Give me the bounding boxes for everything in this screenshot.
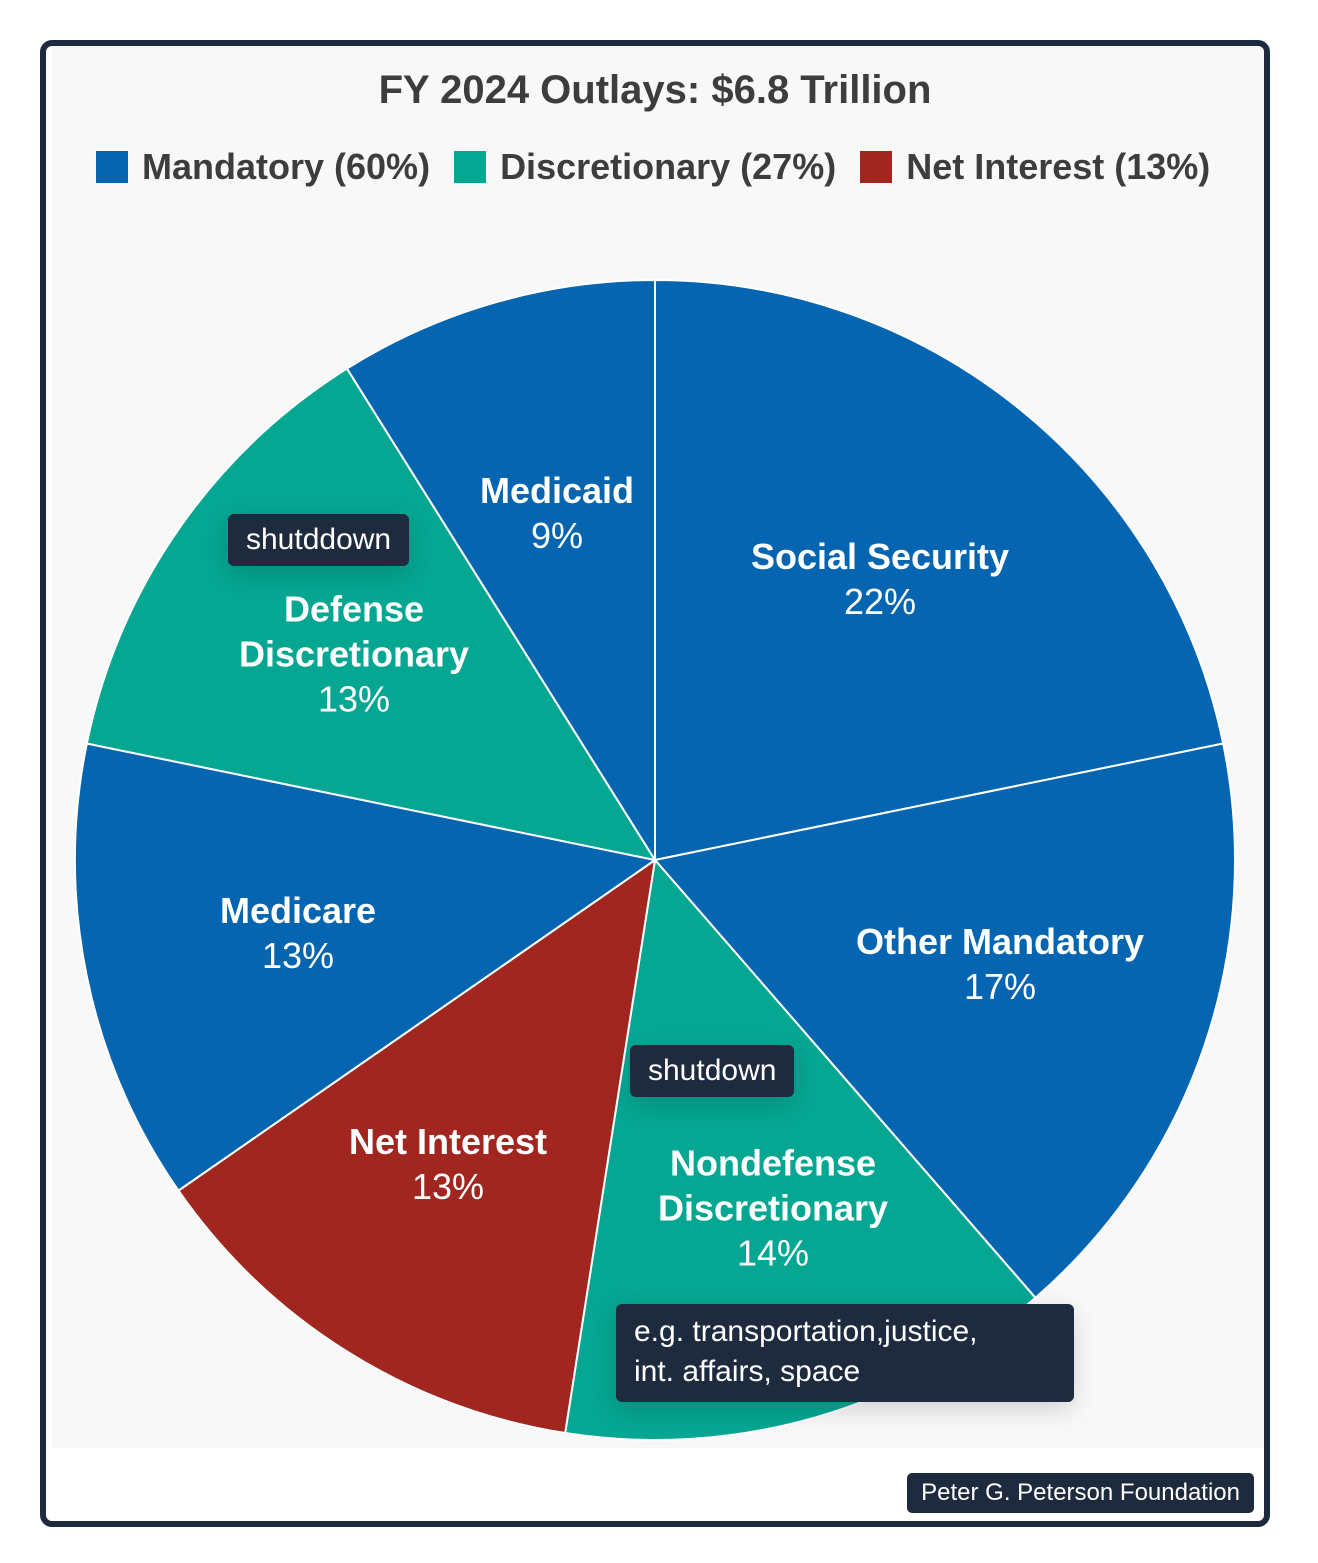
annotation-nondefense-examples: e.g. transportation,justice, int. affair… [616,1304,1074,1402]
slice-percent: 9% [530,515,584,556]
legend-swatch [96,151,128,183]
pie-slice-social-security[interactable] [654,278,1225,862]
pie-slice-net-interest[interactable] [177,857,657,1435]
annotation-shutdown-defense: shutddown [228,514,410,566]
slice-name: Nondefense [669,1142,877,1184]
legend-swatch [454,151,487,183]
slice-name: Discretionary [238,633,470,675]
pie-slice-medicaid[interactable] [345,278,656,864]
legend-swatch [860,151,893,183]
slice-percent: 22% [843,581,917,622]
legend-item-discretionary[interactable]: Discretionary (27%) [454,146,836,188]
pie-chart [73,278,1237,1441]
slice-name: Social Security [750,536,1010,577]
pie-slice-other-mandatory[interactable] [653,742,1237,1300]
slice-name: Other Mandatory [855,921,1145,962]
slice-label: Medicare 13% [220,888,376,978]
legend-item-net-interest[interactable]: Net Interest (13%) [860,146,1210,188]
slice-name: Defense [283,588,425,630]
slice-name: Discretionary [657,1187,889,1229]
slice-percent: 13% [411,1166,485,1207]
slice-label: Net Interest 13% [349,1119,547,1209]
credit-badge: Peter G. Peterson Foundation [907,1473,1254,1513]
slice-name: Medicare [219,890,377,931]
slice-label: Social Security 22% [751,534,1009,624]
slice-name: Net Interest [348,1121,548,1162]
pie-slice-medicare[interactable] [73,742,658,1193]
slice-percent: 17% [963,966,1037,1007]
legend-label: Mandatory (60%) [142,146,431,187]
slice-label: Nondefense Discretionary 14% [658,1141,888,1276]
slice-name: Medicaid [479,470,635,511]
legend: Mandatory (60%) Discretionary (27%) Net … [96,146,1210,188]
slice-label: Other Mandatory 17% [856,919,1144,1009]
annotation-shutdown-nondefense: shutdown [630,1045,795,1097]
slice-percent: 13% [317,678,391,720]
slice-percent: 13% [261,935,335,976]
slice-percent: 14% [736,1232,810,1274]
legend-item-mandatory[interactable]: Mandatory (60%) [96,146,430,188]
legend-label: Net Interest (13%) [906,146,1211,187]
legend-label: Discretionary (27%) [500,146,837,187]
slice-label: Defense Discretionary 13% [239,587,469,722]
chart-title: FY 2024 Outlays: $6.8 Trillion [378,68,932,112]
pie-slice-defense-discretionary[interactable] [85,367,658,862]
slice-label: Medicaid 9% [480,468,634,558]
chart-frame: FY 2024 Outlays: $6.8 Trillion Mandatory… [40,40,1270,1527]
